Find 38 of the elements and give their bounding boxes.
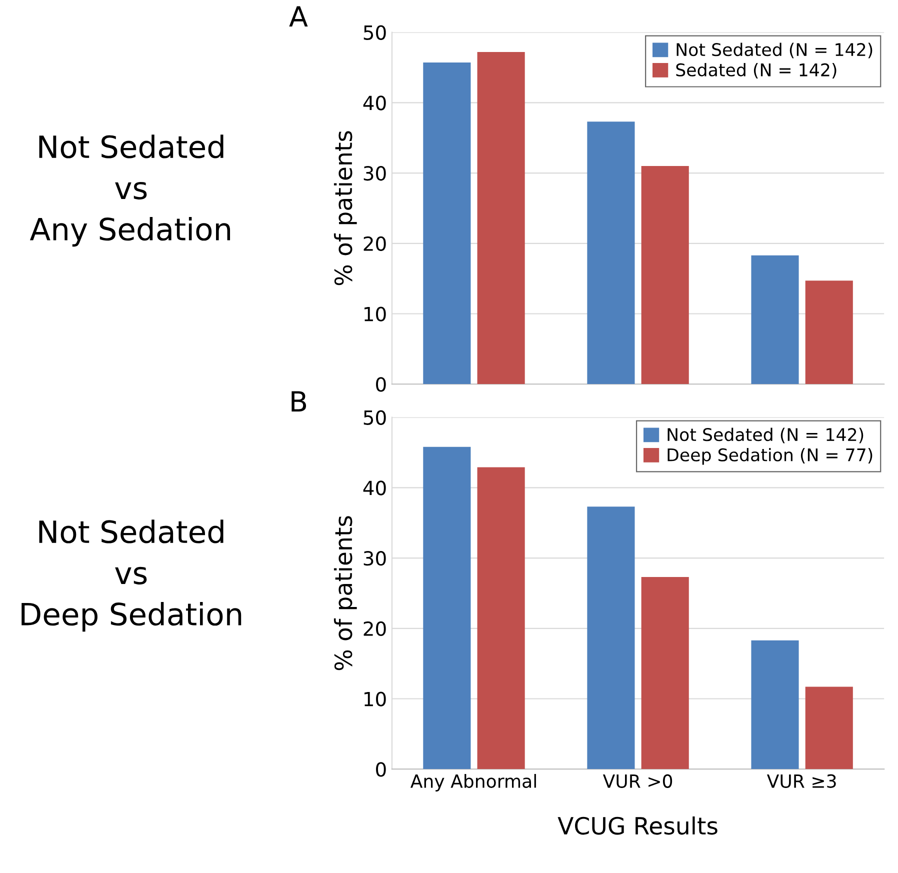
- legend-label: Deep Sedation (N = 77): [668, 448, 872, 465]
- y-tick-label: 10: [364, 692, 386, 706]
- bar: [477, 52, 525, 384]
- bar: [805, 686, 853, 770]
- y-tick-label: 10: [364, 306, 386, 322]
- y-axis-title: % of patients: [334, 516, 357, 670]
- y-tick-label: 20: [364, 236, 386, 252]
- y-axis-title: % of patients: [334, 131, 357, 286]
- y-tick-label: 20: [364, 621, 386, 636]
- x-axis-title: VCUG Results: [558, 816, 718, 835]
- bar: [641, 577, 689, 770]
- bar: [751, 255, 799, 384]
- bar: [477, 467, 525, 770]
- bar: [751, 640, 799, 770]
- y-tick-label: 30: [364, 166, 386, 181]
- y-tick-label: 0: [376, 377, 386, 392]
- x-tick-label: VUR ≥3: [766, 774, 836, 788]
- bar: [587, 122, 635, 384]
- bar: [641, 166, 689, 384]
- x-tick-label: Any Abnormal: [410, 774, 536, 792]
- y-tick-label: 0: [376, 762, 386, 777]
- chart-title: B: [292, 391, 306, 412]
- legend-label: Not Sedated (N = 142): [668, 428, 864, 444]
- text: Not Sedated vs Any Sedation: [30, 134, 230, 247]
- chart-title: A: [289, 6, 308, 27]
- bar: [805, 280, 853, 384]
- y-tick-label: 30: [364, 550, 386, 566]
- y-tick-label: 50: [364, 410, 386, 425]
- text: Not Sedated vs Deep Sedation: [22, 520, 242, 632]
- y-tick-label: 40: [363, 480, 386, 496]
- bar: [423, 446, 471, 770]
- y-tick-label: 50: [364, 25, 386, 40]
- y-tick-label: 40: [363, 96, 386, 110]
- x-tick-label: VUR >0: [602, 774, 672, 788]
- bar: [587, 506, 635, 770]
- legend-label: Sedated (N = 142): [676, 63, 836, 78]
- bar: [423, 62, 471, 384]
- legend-label: Not Sedated (N = 142): [676, 42, 872, 58]
